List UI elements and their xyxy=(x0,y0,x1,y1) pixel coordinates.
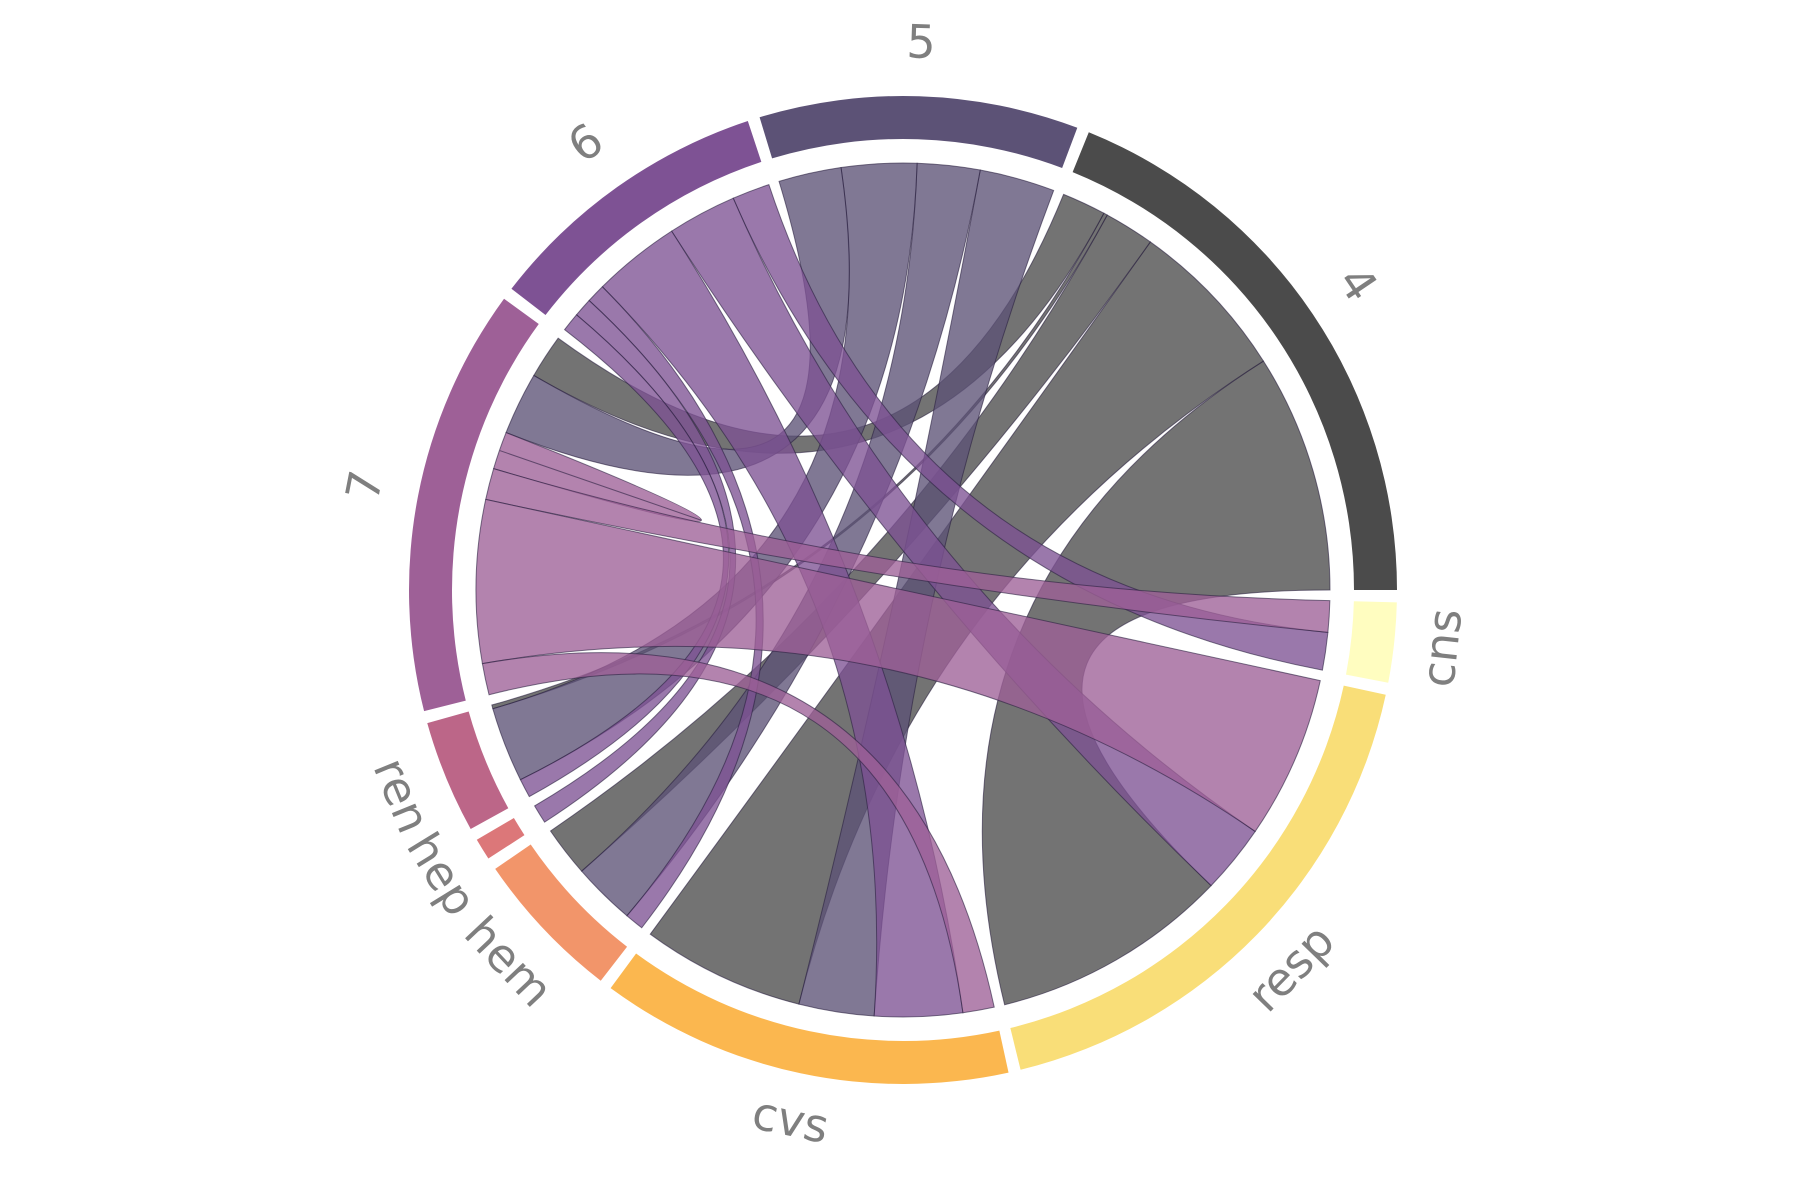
node-arcs xyxy=(409,96,1397,1084)
arc-ren xyxy=(427,711,509,830)
chord-5-to-cvs xyxy=(798,169,1055,1017)
arc-hep xyxy=(476,818,525,859)
arc-4 xyxy=(1072,132,1397,590)
label-ren: ren xyxy=(363,750,442,840)
label-hep: hep xyxy=(396,823,487,925)
label-cvs: cvs xyxy=(748,1085,834,1154)
chord-7-to-cvs xyxy=(481,652,995,1014)
chord-6-to-ren xyxy=(519,314,730,798)
arc-resp xyxy=(1010,685,1386,1070)
arc-6 xyxy=(511,121,762,316)
label-5: 5 xyxy=(906,14,937,69)
chord-7-to-7 xyxy=(492,431,702,522)
arc-cns xyxy=(1345,601,1397,683)
chord-6-to-cvs xyxy=(601,230,964,1018)
chord-6-to-resp xyxy=(670,197,1256,887)
label-4: 4 xyxy=(1327,256,1388,310)
label-7: 7 xyxy=(335,466,394,505)
arc-cvs xyxy=(610,953,1009,1084)
arc-hem xyxy=(495,844,628,981)
arc-5 xyxy=(759,96,1078,169)
label-6: 6 xyxy=(558,112,613,173)
chord-links xyxy=(475,162,1331,1018)
chord-7-to-cns xyxy=(485,468,1331,633)
arc-7 xyxy=(409,298,539,712)
chord-6-to-cns xyxy=(732,183,1329,671)
label-cns: cns xyxy=(1410,606,1472,690)
